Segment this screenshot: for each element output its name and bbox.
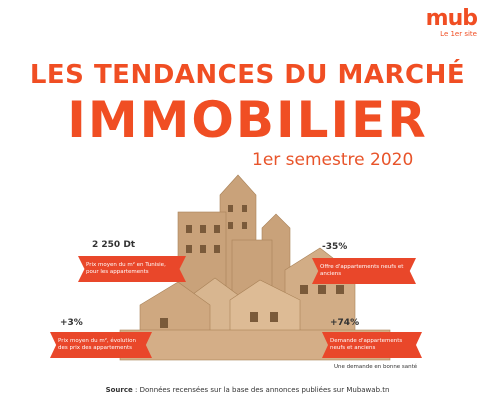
stat-note: Une demande en bonne santé bbox=[334, 364, 418, 370]
logo-word: mub bbox=[425, 6, 478, 31]
stat-value: 2 250 Dt bbox=[92, 240, 136, 250]
title-line-1: LES TENDANCES DU MARCHÉ bbox=[29, 60, 466, 90]
title-line-2: IMMOBILIER bbox=[67, 91, 428, 149]
subtitle: 1er semestre 2020 bbox=[252, 150, 414, 170]
stat-value: +74% bbox=[330, 318, 360, 328]
stat-banner: Demande d'appartements neufs et anciens bbox=[322, 332, 422, 358]
source-label: Source bbox=[105, 386, 133, 394]
stat-value: -35% bbox=[322, 242, 348, 252]
stat-banner: Offre d'appartements neufs et anciens bbox=[312, 258, 416, 284]
source: Source : Données recensées sur la base d… bbox=[0, 386, 495, 394]
stat-banner: Prix moyen du m² en Tunisie, pour les ap… bbox=[78, 256, 186, 282]
logo-tagline: Le 1er site bbox=[440, 30, 477, 38]
logo[interactable]: mub Le 1er site bbox=[425, 6, 478, 39]
stat-value: +3% bbox=[60, 318, 83, 328]
source-text: : Données recensées sur la base des anno… bbox=[135, 386, 390, 394]
stat-banner: Prix moyen du m², évolution des prix des… bbox=[50, 332, 152, 358]
